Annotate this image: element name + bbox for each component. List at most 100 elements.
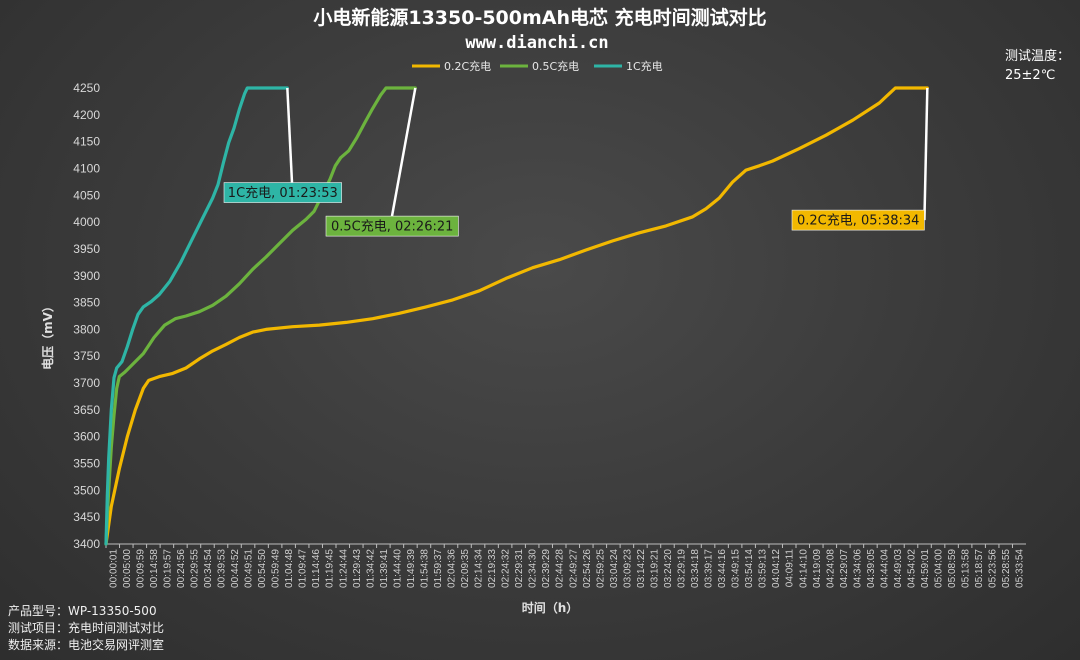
y-tick-label: 3850: [73, 296, 100, 310]
callout-label: 0.2C充电, 05:38:34: [797, 213, 919, 229]
x-tick-label: 02:29:31: [514, 549, 525, 588]
y-tick-label: 3650: [73, 403, 100, 417]
x-tick-label: 04:14:10: [798, 549, 809, 588]
x-tick-label: 04:34:06: [852, 549, 863, 588]
callout-leader: [923, 87, 929, 221]
y-tick-label: 4150: [73, 135, 100, 149]
x-tick-label: 03:39:17: [704, 549, 715, 588]
footer: 产品型号：WP-13350-500 测试项目：充电时间测试对比 数据来源：电池交…: [8, 603, 164, 654]
x-tick-label: 01:44:40: [392, 549, 403, 588]
x-tick-label: 03:49:15: [731, 549, 742, 588]
x-tick-label: 00:05:00: [122, 549, 133, 588]
footer-model: 产品型号：WP-13350-500: [8, 604, 157, 618]
x-tick-label: 05:18:57: [974, 549, 985, 588]
footer-test-item: 测试项目：充电时间测试对比: [8, 621, 165, 635]
x-axis-label: 时间（h）: [522, 600, 579, 615]
x-tick-label: 03:59:13: [758, 549, 769, 588]
y-tick-label: 3400: [73, 537, 100, 551]
x-tick-label: 04:54:02: [907, 549, 918, 588]
x-tick-label: 00:29:55: [189, 549, 200, 588]
y-tick-label: 4200: [73, 108, 100, 122]
x-tick-label: 03:09:23: [622, 549, 633, 588]
x-tick-label: 02:59:25: [595, 549, 606, 588]
x-tick-label: 03:34:18: [690, 549, 701, 588]
callout-box: [325, 215, 459, 237]
y-tick-label: 4100: [73, 161, 100, 175]
x-tick-label: 01:14:46: [311, 549, 322, 588]
x-tick-label: 00:14:58: [149, 549, 160, 588]
series-line-1: [104, 86, 417, 546]
x-tick-label: 04:09:11: [785, 549, 796, 588]
legend-entry: 0.5C充电: [532, 59, 579, 73]
y-tick-label: 3500: [73, 483, 100, 497]
x-tick-label: 02:09:35: [460, 549, 471, 588]
x-tick-label: 00:39:53: [217, 549, 228, 588]
x-tick-label: 04:19:09: [812, 549, 823, 588]
x-tick-label: 00:54:50: [257, 549, 268, 588]
legend-entry: 1C充电: [626, 59, 663, 73]
series-layer: [104, 86, 929, 546]
x-tick-label: 00:00:01: [108, 549, 119, 588]
callout-label: 1C充电, 01:23:53: [228, 185, 338, 201]
x-tick-label: 05:28:55: [1001, 549, 1012, 588]
x-tick-label: 03:14:22: [636, 549, 647, 588]
temperature-note-value: 25±2℃: [1005, 68, 1055, 83]
x-tick-label: 01:19:45: [325, 549, 336, 588]
x-tick-label: 04:59:01: [920, 549, 931, 588]
x-tick-label: 01:34:42: [365, 549, 376, 588]
footer-data-source: 数据来源：电池交易网评测室: [8, 638, 165, 652]
x-tick-label: 01:29:43: [352, 549, 363, 588]
temperature-note-label: 测试温度：: [1005, 48, 1070, 64]
y-tick-label: 3800: [73, 322, 100, 336]
annotations: 1C充电, 01:23:53 0.5C充电, 02:26:21 0.2C充电, 05…: [223, 87, 929, 237]
chart-subtitle: www.dianchi.cn: [465, 33, 608, 53]
x-tick-label: 00:24:56: [176, 549, 187, 588]
callout-leader: [390, 87, 417, 217]
x-tick-label: 01:04:48: [284, 549, 295, 588]
x-tick-label: 05:13:58: [961, 549, 972, 588]
x-tick-label: 02:39:29: [541, 549, 552, 588]
x-tick-label: 01:54:38: [419, 549, 430, 588]
y-tick-label: 3600: [73, 430, 100, 444]
y-tick-label: 3900: [73, 269, 100, 283]
x-tick-label: 04:24:08: [825, 549, 836, 588]
x-tick-label: 02:19:33: [487, 549, 498, 588]
x-tick-label: 00:09:59: [135, 549, 146, 588]
y-tick-label: 4050: [73, 188, 100, 202]
y-tick-label: 3450: [73, 510, 100, 524]
x-tick-label: 02:14:34: [474, 549, 485, 588]
x-tick-label: 05:23:56: [988, 549, 999, 588]
x-tick-label: 00:49:51: [244, 549, 255, 588]
axes: 3400 3450 3500 3550 3600 3650 3700 3750 3800 3850…: [73, 81, 1026, 588]
callout-leader: [286, 87, 294, 183]
x-tick-label: 00:19:57: [162, 549, 173, 588]
x-tick-label: 02:54:26: [582, 549, 593, 588]
legend: 0.2C充电 0.5C充电 1C充电: [412, 59, 663, 73]
y-tick-label: 3700: [73, 376, 100, 390]
y-tick-label: 3950: [73, 242, 100, 256]
y-tick-label: 4000: [73, 215, 100, 229]
callout-box: [223, 182, 342, 203]
x-tick-label: 02:04:36: [447, 549, 458, 588]
x-tick-label: 02:44:28: [555, 549, 566, 588]
x-tick-label: 04:04:12: [771, 549, 782, 588]
x-tick-label: 03:04:24: [609, 549, 620, 588]
x-tick-label: 04:44:04: [879, 549, 890, 588]
x-tick-label: 01:39:41: [379, 549, 390, 588]
x-tick-label: 05:08:59: [947, 549, 958, 588]
x-tick-label: 00:44:52: [230, 549, 241, 588]
x-tick-label: 03:19:21: [649, 549, 660, 588]
x-tick-label: 04:39:05: [866, 549, 877, 588]
x-tick-label: 00:34:54: [203, 549, 214, 588]
x-tick-label: 04:29:07: [839, 549, 850, 588]
x-tick-label: 01:49:39: [406, 549, 417, 588]
y-axis-label: 电压（mV）: [40, 300, 55, 370]
x-tick-label: 02:34:30: [528, 549, 539, 588]
callout-label: 0.5C充电, 02:26:21: [331, 219, 453, 235]
x-tick-label: 01:59:37: [433, 549, 444, 588]
x-tick-label: 02:24:32: [501, 549, 512, 588]
x-tick-label: 03:29:19: [677, 549, 688, 588]
x-tick-label: 00:59:49: [271, 549, 282, 588]
series-line-2: [104, 86, 289, 546]
